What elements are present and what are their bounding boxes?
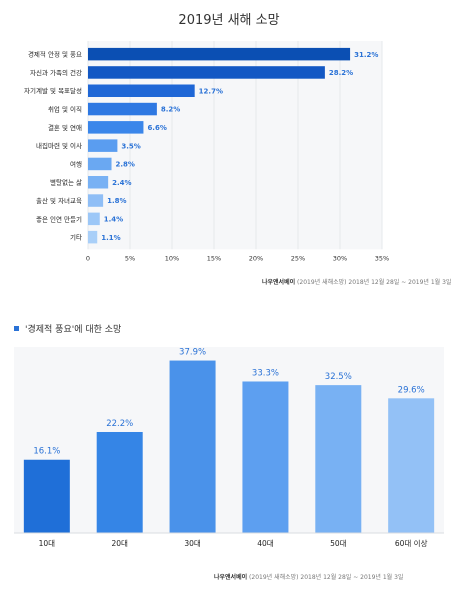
data-label: 6.6% xyxy=(147,124,166,132)
data-label: 8.2% xyxy=(161,106,180,114)
data-label: 12.7% xyxy=(199,87,223,95)
chart-1-title: 2019년 새해 소망 xyxy=(178,13,280,28)
bar xyxy=(88,157,112,171)
data-label: 33.3% xyxy=(252,368,279,378)
category-label: 자기계발 및 목표달성 xyxy=(24,86,82,95)
source-brand: 나우앤서베이 xyxy=(262,279,296,286)
data-label: 31.2% xyxy=(354,51,378,59)
category-label: 60대 이상 xyxy=(395,538,428,548)
bar xyxy=(88,212,100,226)
bar xyxy=(169,360,216,533)
category-label: 출산 및 자녀교육 xyxy=(36,196,82,205)
category-label: 결혼 및 연애 xyxy=(48,123,82,132)
data-label: 1.4% xyxy=(104,215,123,223)
bar xyxy=(388,398,435,533)
data-label: 1.1% xyxy=(101,234,120,242)
bar xyxy=(88,230,98,244)
x-tick-label: 30% xyxy=(333,254,347,262)
horizontal-bar-chart: 0 5% 10% 15% 20% 25% 30% 35% 경제적 안정 및 풍요 31.2% 자신과… xyxy=(24,41,389,262)
category-label: 20대 xyxy=(111,539,128,548)
data-label: 32.5% xyxy=(325,372,352,382)
data-label: 37.9% xyxy=(179,348,206,358)
x-tick-label: 5% xyxy=(125,254,135,262)
category-label: 별탈없는 삶 xyxy=(50,178,82,187)
category-label: 자신과 가족의 건강 xyxy=(30,68,82,77)
bar xyxy=(88,102,157,116)
data-label: 22.2% xyxy=(106,419,133,429)
data-label: 1.8% xyxy=(107,197,126,205)
category-label: 10대 xyxy=(39,539,56,548)
category-label: 좋은 인연 만들기 xyxy=(36,214,82,223)
category-label: 50대 xyxy=(330,539,347,548)
bar xyxy=(23,459,70,533)
data-label: 16.1% xyxy=(33,447,60,457)
category-label: 취업 및 이직 xyxy=(48,104,82,113)
x-tick-label: 15% xyxy=(207,254,221,262)
source-detail: (2019년 새해소망) 2018년 12월 28일 ~ 2019년 1월 3일 xyxy=(247,574,404,581)
chart-2-title-text: '경제적 풍요'에 대한 소망 xyxy=(25,325,122,335)
x-tick-label: 25% xyxy=(291,254,305,262)
bar xyxy=(96,431,143,533)
x-tick-label: 20% xyxy=(249,254,263,262)
chart-2-source: 나우앤서베이 (2019년 새해소망) 2018년 12월 28일 ~ 2019… xyxy=(214,572,403,581)
bar xyxy=(88,84,195,97)
bar xyxy=(88,139,118,152)
source-brand: 나우앤서베이 xyxy=(214,574,248,581)
x-tick-label: 35% xyxy=(375,254,389,262)
category-label: 40대 xyxy=(257,539,274,548)
bullet-square-icon xyxy=(14,326,19,331)
bar xyxy=(88,176,109,189)
data-label: 2.4% xyxy=(112,179,131,187)
bar xyxy=(242,381,289,533)
data-label: 3.5% xyxy=(121,142,140,150)
source-detail: (2019년 새해소망) 2018년 12월 28일 ~ 2019년 1월 3일 xyxy=(295,279,452,286)
chart-1-source: 나우앤서베이 (2019년 새해소망) 2018년 12월 28일 ~ 2019… xyxy=(262,277,451,286)
data-label: 29.6% xyxy=(398,385,425,395)
x-tick-label: 0 xyxy=(86,254,90,262)
x-tick-label: 10% xyxy=(165,254,179,262)
category-label: 여행 xyxy=(70,159,82,168)
bar xyxy=(88,121,144,134)
data-label: 28.2% xyxy=(329,69,353,77)
category-label: 경제적 안정 및 풍요 xyxy=(28,50,82,59)
bar xyxy=(88,66,325,79)
category-label: 내집마련 및 이사 xyxy=(36,141,82,150)
bar xyxy=(88,194,104,207)
chart-2-title: '경제적 풍요'에 대한 소망 xyxy=(14,322,121,335)
data-label: 2.8% xyxy=(116,161,135,169)
bar xyxy=(88,47,351,61)
plot-background xyxy=(14,347,444,533)
category-label: 기타 xyxy=(70,233,82,242)
bar xyxy=(315,385,362,533)
category-label: 30대 xyxy=(184,539,201,548)
